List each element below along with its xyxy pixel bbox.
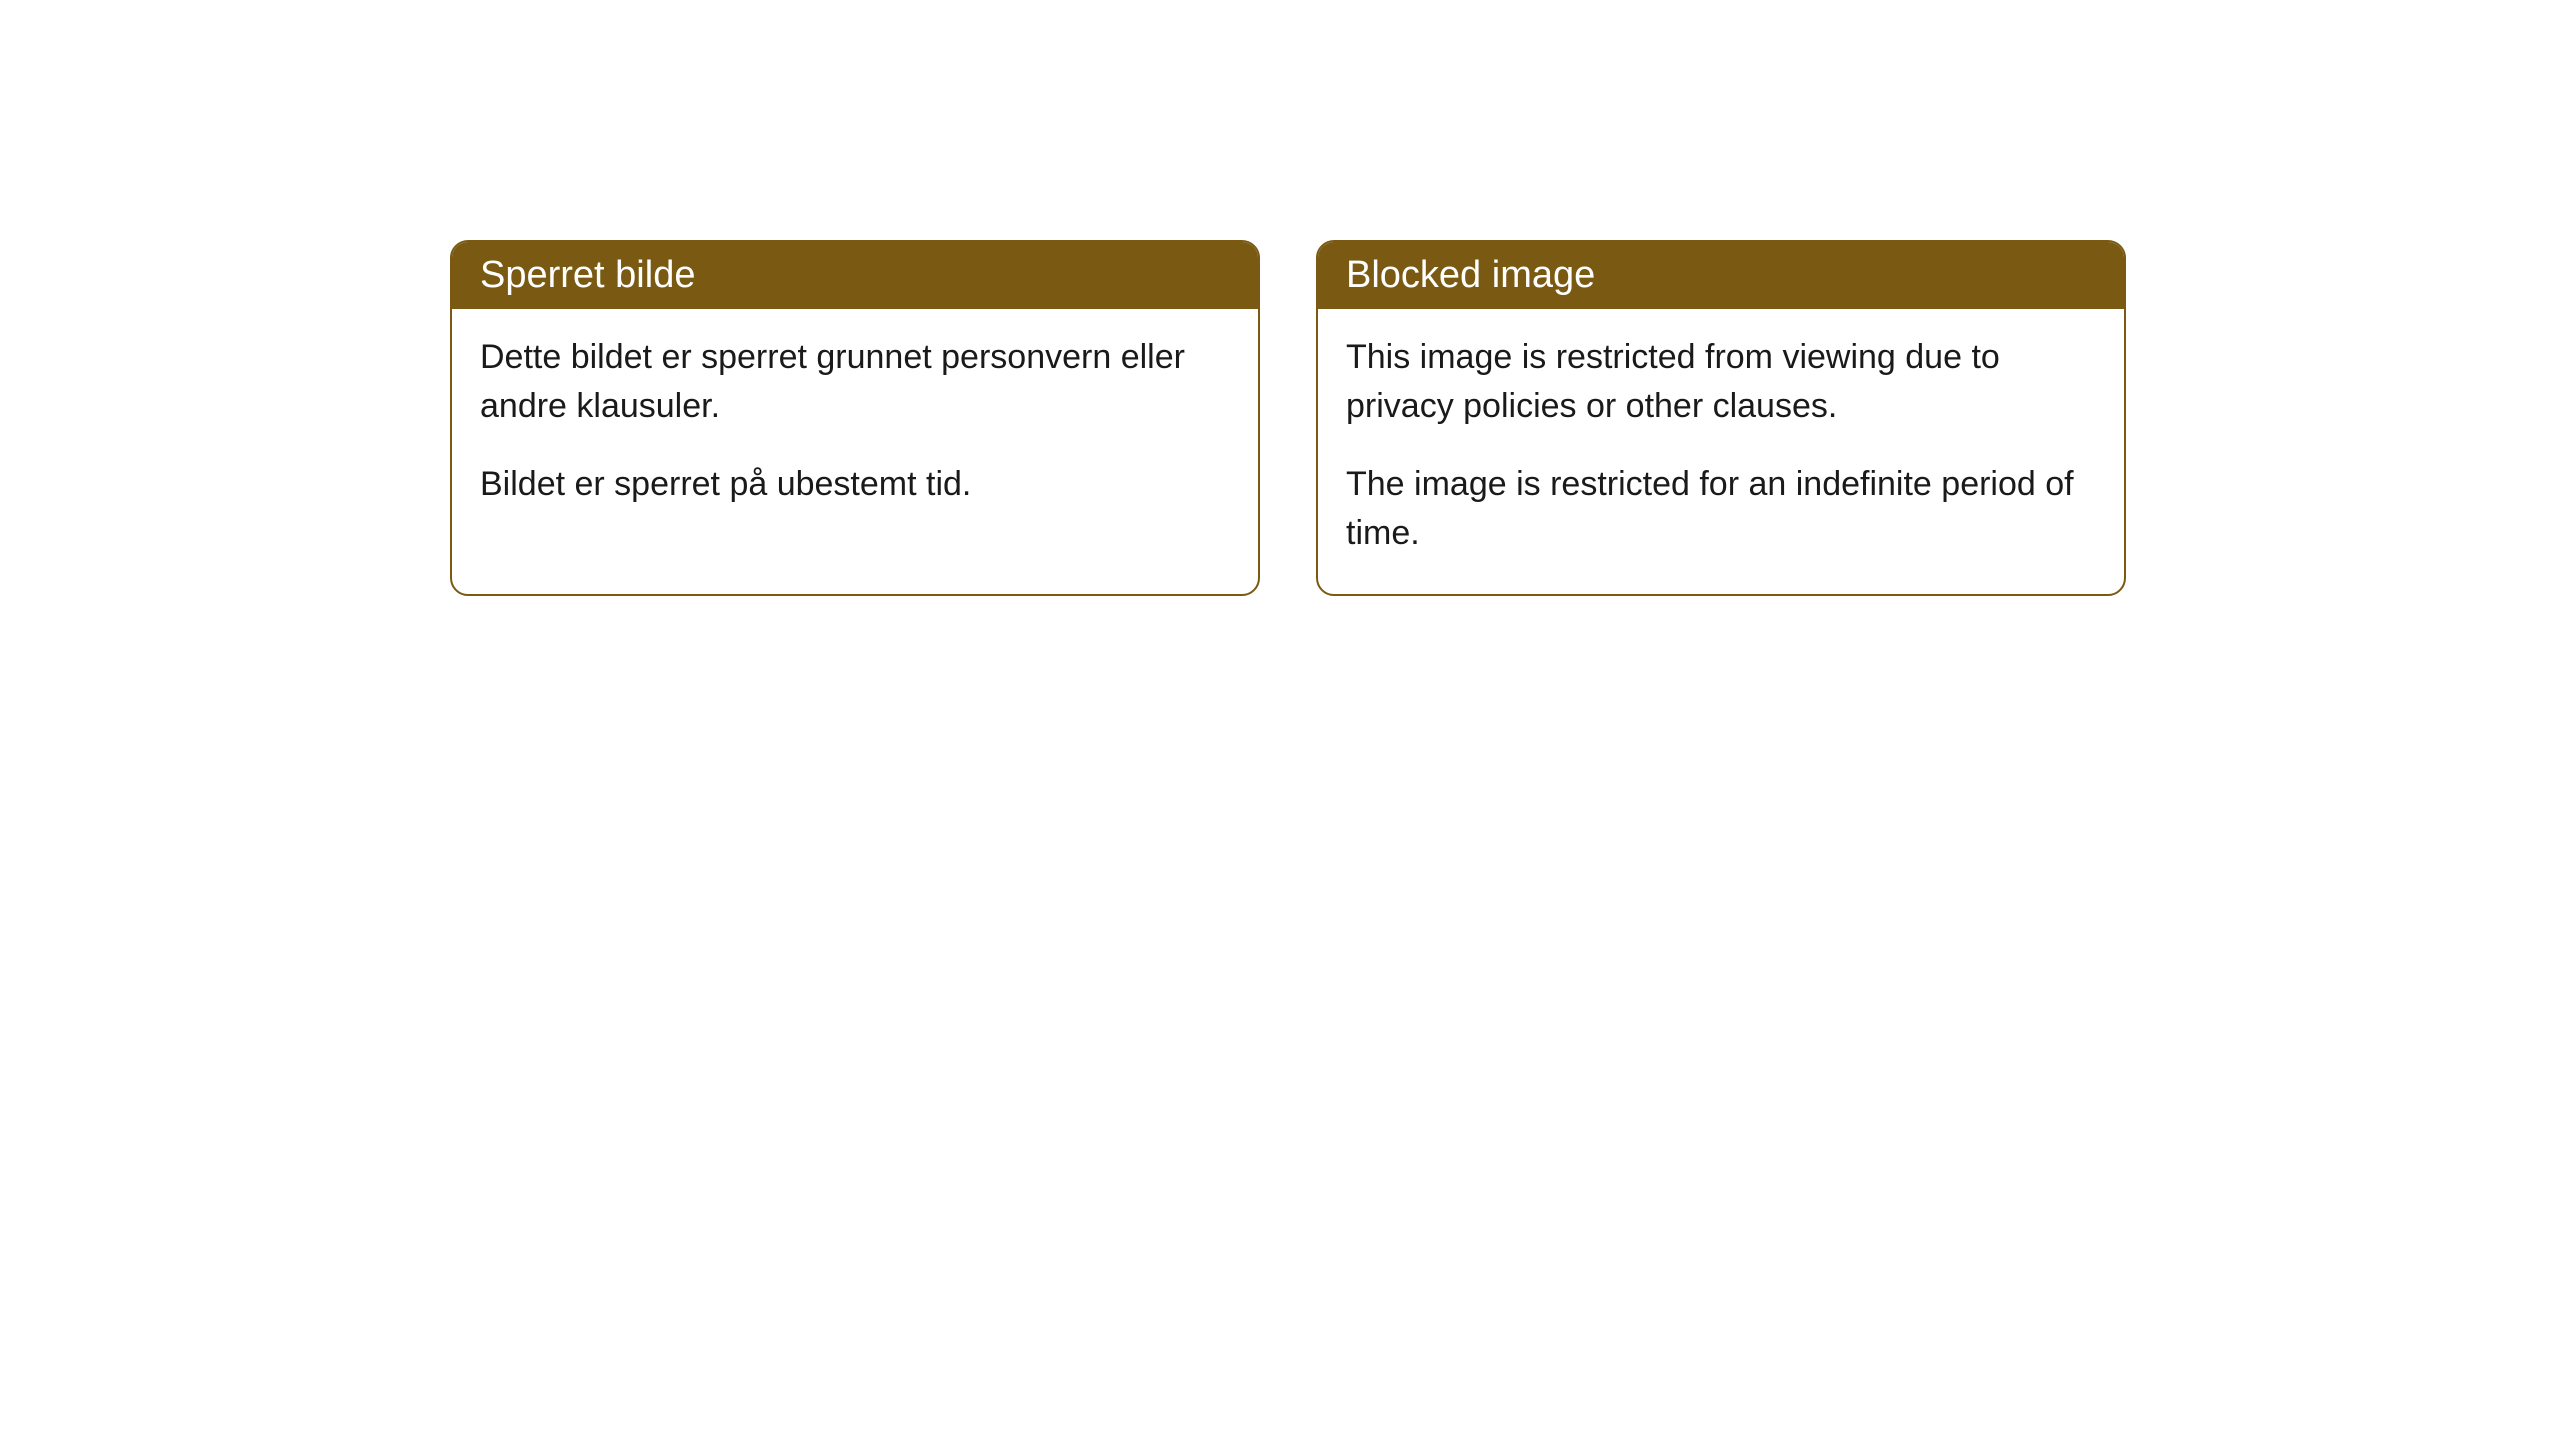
card-header: Sperret bilde bbox=[452, 242, 1258, 309]
notice-card-norwegian: Sperret bilde Dette bildet er sperret gr… bbox=[450, 240, 1260, 596]
card-paragraph: Dette bildet er sperret grunnet personve… bbox=[480, 333, 1230, 432]
card-title: Sperret bilde bbox=[480, 254, 695, 296]
notice-cards-container: Sperret bilde Dette bildet er sperret gr… bbox=[450, 240, 2126, 596]
card-body: Dette bildet er sperret grunnet personve… bbox=[452, 309, 1258, 545]
card-body: This image is restricted from viewing du… bbox=[1318, 309, 2124, 594]
notice-card-english: Blocked image This image is restricted f… bbox=[1316, 240, 2126, 596]
card-paragraph: Bildet er sperret på ubestemt tid. bbox=[480, 460, 1230, 509]
card-title: Blocked image bbox=[1346, 254, 1595, 296]
card-paragraph: The image is restricted for an indefinit… bbox=[1346, 460, 2096, 559]
card-paragraph: This image is restricted from viewing du… bbox=[1346, 333, 2096, 432]
card-header: Blocked image bbox=[1318, 242, 2124, 309]
